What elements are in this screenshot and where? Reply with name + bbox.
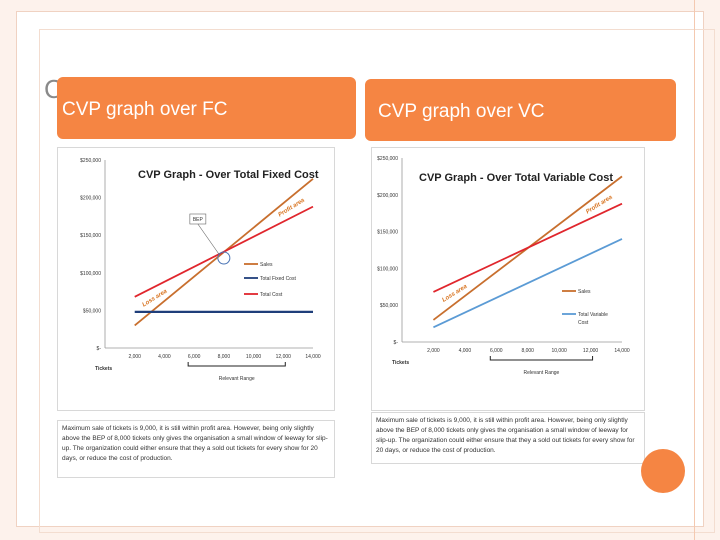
- series-line-unnamed: [433, 202, 623, 293]
- x-tick-label: 12,000: [583, 348, 599, 354]
- x-tick-label: 4,000: [158, 354, 171, 360]
- relevant-range-bracket: [489, 356, 594, 361]
- x-tick-label: 6,000: [188, 354, 201, 360]
- y-tick-label: $50,000: [380, 303, 398, 309]
- x-tick-label: 8,000: [218, 354, 231, 360]
- profit-area-label: Profit area: [277, 197, 306, 218]
- x-axis-label: Tickets: [392, 360, 409, 366]
- chart-variable-cost-svg: $- $50,000 $100,000 $150,000 $200,000 $250,00…: [377, 156, 630, 376]
- x-tick-label: 2,000: [427, 348, 440, 354]
- left-header-title: CVP graph over FC: [62, 99, 228, 120]
- x-axis-label: Tickets: [95, 366, 112, 372]
- x-tick-label: 10,000: [551, 348, 567, 354]
- y-tick-label: $100,000: [80, 271, 101, 277]
- y-tick-label: $150,000: [80, 233, 101, 239]
- x-tick-label: 14,000: [614, 348, 630, 354]
- y-tick-label: $-: [394, 340, 399, 346]
- decorative-orange-circle: [641, 449, 685, 493]
- legend-label: Total Cost: [260, 292, 283, 298]
- right-header-box: CVP graph over VC: [365, 79, 676, 141]
- legend-label: Total Variable: [578, 312, 608, 318]
- bep-marker: [217, 251, 231, 265]
- y-tick-label: $200,000: [377, 193, 398, 199]
- y-tick-label: $150,000: [377, 230, 398, 236]
- bep-callout-pointer: [197, 223, 220, 255]
- x-tick-label: 10,000: [246, 354, 262, 360]
- left-header-box: CVP graph over FC: [57, 77, 356, 139]
- slide-inner-border: [39, 29, 715, 533]
- right-header-title: CVP graph over VC: [378, 101, 545, 122]
- chart-variable-cost: $- $50,000 $100,000 $150,000 $200,000 $250,00…: [371, 147, 645, 411]
- relevant-range-label: Relevant Range: [523, 370, 559, 376]
- legend-label: Sales: [578, 289, 591, 295]
- y-tick-label: $250,000: [80, 158, 101, 164]
- chart-fixed-cost-svg: $- $50,000 $100,000 $150,000 $200,000 $250,00…: [80, 158, 321, 382]
- legend-label-cont: Cost: [578, 320, 589, 326]
- x-tick-label: 6,000: [490, 348, 503, 354]
- chart-fixed-cost: $- $50,000 $100,000 $150,000 $200,000 $250,00…: [57, 147, 335, 411]
- relevant-range-label: Relevant Range: [219, 376, 255, 382]
- profit-area-label: Profit area: [585, 194, 614, 215]
- y-tick-label: $100,000: [377, 266, 398, 272]
- x-tick-label: 4,000: [459, 348, 472, 354]
- series-line-total-variable-cost: [433, 238, 623, 329]
- chart-title: CVP Graph - Over Total Variable Cost: [419, 172, 613, 184]
- x-tick-label: 14,000: [305, 354, 321, 360]
- relevant-range-bracket: [187, 362, 286, 367]
- chart-title: CVP Graph - Over Total Fixed Cost: [138, 169, 319, 181]
- caption-variable-cost: Maximum sale of tickets is 9,000, it is …: [371, 412, 645, 464]
- y-tick-label: $250,000: [377, 156, 398, 162]
- decorative-vertical-line: [694, 0, 695, 540]
- y-tick-label: $-: [97, 346, 102, 352]
- bep-callout-label: BEP: [193, 217, 204, 223]
- x-tick-label: 2,000: [128, 354, 141, 360]
- x-tick-label: 12,000: [276, 354, 292, 360]
- caption-fixed-cost: Maximum sale of tickets is 9,000, it is …: [57, 420, 335, 478]
- x-tick-label: 8,000: [521, 348, 534, 354]
- legend-label: Sales: [260, 262, 273, 268]
- legend-label: Total Fixed Cost: [260, 276, 296, 282]
- y-tick-label: $200,000: [80, 196, 101, 202]
- y-tick-label: $50,000: [83, 308, 101, 314]
